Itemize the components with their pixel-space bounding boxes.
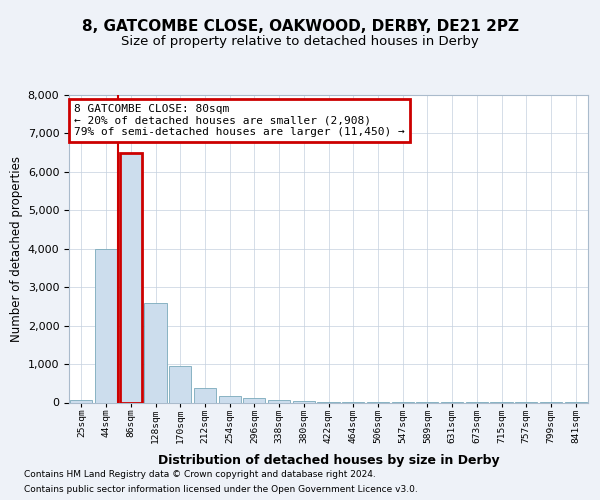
Bar (194, 388, 216, 402)
Bar (268, 400, 290, 402)
Bar (169, 366, 191, 403)
Text: 8 GATCOMBE CLOSE: 80sqm
← 20% of detached houses are smaller (2,908)
79% of semi: 8 GATCOMBE CLOSE: 80sqm ← 20% of detache… (74, 104, 405, 138)
Text: Size of property relative to detached houses in Derby: Size of property relative to detached ho… (121, 35, 479, 48)
Bar (95, 248, 117, 402)
Y-axis label: Number of detached properties: Number of detached properties (10, 156, 23, 342)
X-axis label: Distribution of detached houses by size in Derby: Distribution of detached houses by size … (158, 454, 499, 466)
Bar (145, 302, 167, 402)
Bar (119, 152, 142, 402)
Text: Contains HM Land Registry data © Crown copyright and database right 2024.: Contains HM Land Registry data © Crown c… (24, 470, 376, 479)
Bar (243, 398, 265, 402)
Text: Contains public sector information licensed under the Open Government Licence v3: Contains public sector information licen… (24, 485, 418, 494)
Bar (218, 396, 241, 402)
Bar (293, 401, 315, 402)
Text: 8, GATCOMBE CLOSE, OAKWOOD, DERBY, DE21 2PZ: 8, GATCOMBE CLOSE, OAKWOOD, DERBY, DE21 … (82, 19, 518, 34)
Bar (70, 400, 92, 402)
